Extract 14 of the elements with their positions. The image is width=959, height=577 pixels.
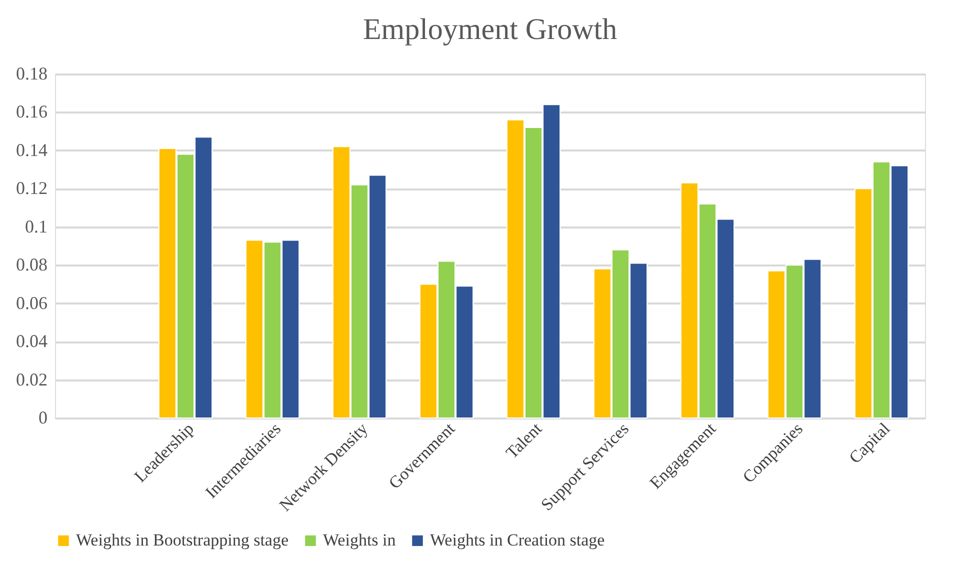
y-tick-label: 0.18 [16,64,48,84]
y-tick-label: 0.06 [16,292,48,313]
legend-label: Weights in [323,530,396,550]
chart-title: Employment Growth [362,13,618,46]
y-tick-label: 0 [38,408,48,428]
y-tick-label: 0.1 [25,216,48,236]
y-tick-label: 0.04 [16,331,48,352]
y-tick-label: 0.08 [16,254,48,275]
y-tick-label: 0.14 [16,140,48,160]
legend-label: Weights in Bootstrapping stage [76,530,289,550]
y-tick-label: 0.12 [16,178,48,198]
y-tick-label: 0.16 [16,102,48,122]
legend-label: Weights in Creation stage [430,530,605,550]
y-tick-label: 0.02 [16,369,48,390]
